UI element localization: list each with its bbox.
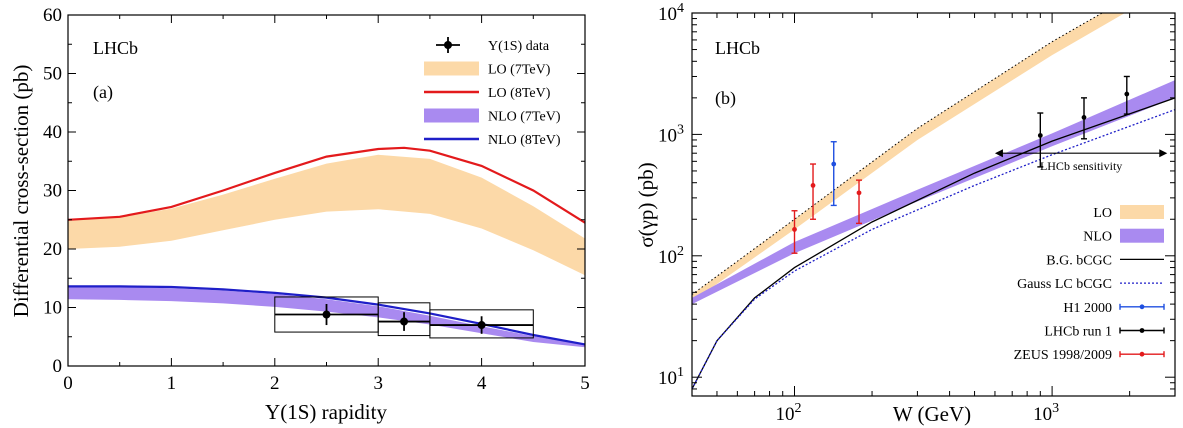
panel-b-legend-data-marker (1139, 328, 1145, 333)
panel-b-legend: LO NLO B.G. bCGC Gauss LC bCGC H1 2000 LHCb r… (1014, 205, 1165, 363)
panel-a-band-1 (68, 287, 585, 348)
panel-a-data-point-0 (274, 296, 379, 333)
panel-b-y-tick-label: 104 (658, 1, 684, 25)
panel-a-legend-data-marker (444, 41, 452, 49)
panel-b-legend-label: B.G. bCGC (1046, 253, 1112, 268)
panel-a-legend-entry-4: NLO (8TeV) (424, 133, 561, 148)
panel-a-series-line-1 (68, 285, 586, 346)
panel-a-y-tick-label: 10 (43, 298, 62, 319)
panel-b-legend-band-swatch (1120, 228, 1164, 243)
panel-a-legend-label: LO (7TeV) (488, 63, 551, 78)
panel-b-data-point-2-2 (856, 179, 863, 225)
panel-b-y-tick-label: 103 (658, 122, 684, 146)
panel-b-plot-area (692, 13, 1175, 390)
panel-b-annotation-text: LHCb sensitivity (1040, 159, 1122, 173)
panel-b-marker (1124, 91, 1130, 97)
panel-b-legend-label: H1 2000 (1063, 301, 1112, 316)
panel-a-legend: Υ(1S) data LO (7TeV) LO (8TeV) NLO (7TeV) NL… (424, 37, 561, 148)
panel-a-x-tick-label: 5 (580, 373, 590, 394)
panel-b-band-0-edge (692, 13, 1104, 295)
panel-a-legend-entry-0: Υ(1S) data (436, 37, 550, 54)
panel-a-legend-entry-1: LO (7TeV) (424, 61, 551, 78)
panel-a-y-axis-label: Differential cross-section (pb) (9, 65, 33, 318)
panel-b-series-line-0 (692, 97, 1175, 390)
panel-b-legend-entry-4: H1 2000 (1063, 301, 1165, 316)
panel-b-marker (831, 161, 837, 167)
panel-a-y-tick-label: 30 (43, 181, 62, 202)
panel-a-data-point-2 (429, 309, 534, 339)
panel-a-x-tick-label: 4 (477, 373, 487, 394)
panel-a-legend-band-swatch (424, 108, 479, 123)
panel-a-legend-band-swatch (424, 61, 479, 76)
panel-a-experiment-label: LHCb (93, 38, 138, 58)
panel-a-x-tick-label: 1 (167, 373, 177, 394)
panel-b-series-line-1 (692, 108, 1175, 390)
panel-b-legend-label: LHCb run 1 (1044, 325, 1112, 340)
panel-a-y-tick-label: 20 (43, 239, 62, 260)
panel-b-x-tick-label: 102 (776, 401, 802, 425)
panel-b-data-point-1-0 (1037, 112, 1044, 168)
panel-b-data-point-2-1 (810, 163, 817, 220)
panel-a-panel-label: (a) (93, 82, 113, 103)
panel-a-y-tick-label: 60 (43, 5, 62, 26)
panel-b-data-point-1-1 (1081, 97, 1088, 140)
panel-b: 102 103 101 102 103 104 LHCb (b) LHCb sensiti… (634, 1, 1176, 426)
panel-a-y-tick-label: 0 (53, 356, 63, 377)
panel-a-syst-box (429, 309, 534, 339)
panel-b-panel-label: (b) (715, 88, 736, 109)
panel-b-legend-label: LO (1093, 206, 1112, 221)
panel-b-data-point-0-0 (830, 141, 837, 207)
panel-b-data-point-1-2 (1123, 75, 1130, 115)
panel-b-annotation: LHCb sensitivity (994, 149, 1168, 173)
panel-a-y-tick-label: 40 (43, 122, 62, 143)
panel-a-series-line-0 (67, 146, 586, 224)
panel-b-x-tick-label: 103 (1033, 401, 1059, 425)
panel-b-x-axis-label: W (GeV) (893, 402, 971, 426)
panel-b-legend-label: ZEUS 1998/2009 (1014, 348, 1112, 363)
panel-a-legend-label: NLO (7TeV) (488, 110, 561, 125)
panel-b-y-tick-label: 102 (658, 244, 684, 268)
panel-a-legend-label: Υ(1S) data (488, 39, 550, 54)
panel-b-y-tick-label: 101 (658, 365, 684, 389)
panel-a-marker (322, 310, 331, 319)
panel-b-legend-label: NLO (1083, 230, 1112, 245)
panel-b-marker (810, 183, 816, 188)
panel-b-frame (691, 12, 1176, 397)
panel-b-legend-data-marker (1139, 304, 1145, 310)
panel-b-legend-label: Gauss LC bCGC (1017, 277, 1112, 292)
panel-a-y-tick-label: 50 (43, 64, 62, 85)
panel-b-legend-data-marker (1139, 351, 1145, 357)
panel-b-annotation-arrow-right (1159, 149, 1168, 158)
panel-b-experiment-label: LHCb (715, 38, 760, 58)
panel-b-legend-entry-6: ZEUS 1998/2009 (1014, 348, 1165, 363)
panel-a-x-tick-label: 3 (373, 373, 383, 394)
panel-b-legend-entry-3: Gauss LC bCGC (1017, 277, 1164, 292)
panel-a-marker (477, 321, 486, 330)
panel-a-x-axis-label: Υ(1S) rapidity (265, 400, 387, 424)
panel-b-marker (856, 190, 862, 196)
panel-b-legend-entry-5: LHCb run 1 (1044, 325, 1165, 340)
panel-a-legend-label: NLO (8TeV) (488, 133, 561, 148)
panel-b-marker (792, 226, 797, 232)
panel-a-x-tick-label: 0 (63, 373, 73, 394)
panel-b-y-axis-label: σ(γp) (pb) (634, 162, 658, 247)
panel-b-legend-band-swatch (1120, 205, 1164, 219)
panel-a-band-0 (68, 154, 585, 276)
panel-b-data-point-2-0 (791, 210, 798, 254)
panel-a-legend-label: LO (8TeV) (488, 86, 551, 101)
panel-b-marker (1037, 133, 1043, 138)
panel-a-marker (400, 317, 409, 326)
panel-b-marker (1081, 115, 1087, 120)
panel-b-legend-entry-0: LO (1093, 205, 1164, 221)
panel-b-legend-entry-1: NLO (1083, 228, 1164, 245)
panel-a-legend-entry-2: LO (8TeV) (424, 86, 551, 101)
panel-b-legend-entry-2: B.G. bCGC (1046, 253, 1164, 268)
panel-a-legend-entry-3: NLO (7TeV) (424, 108, 561, 125)
panel-a-x-tick-label: 2 (270, 373, 280, 394)
panel-b-annotation-arrow-left (994, 149, 1003, 158)
